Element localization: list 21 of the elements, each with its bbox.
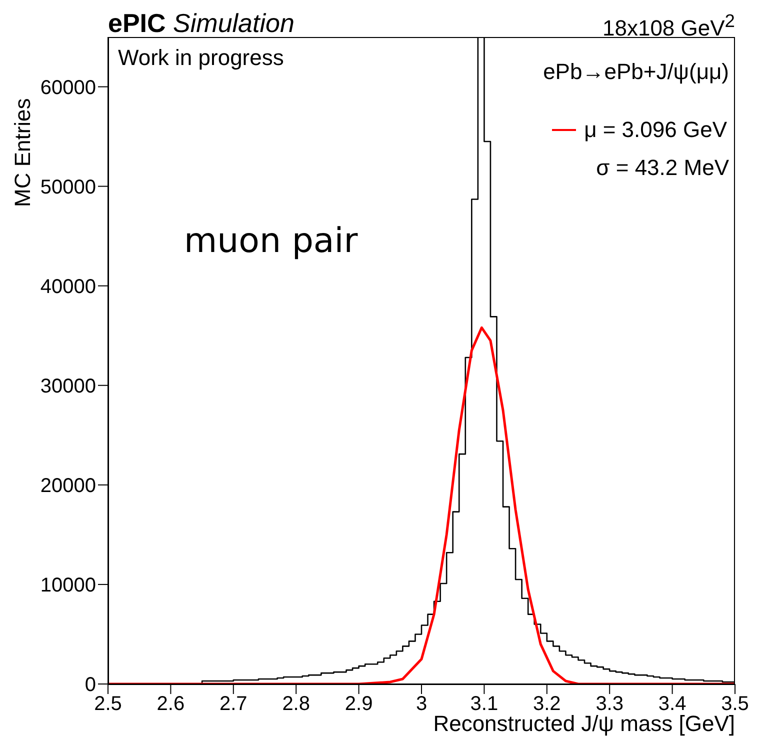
legend-label: μ = 3.096 GeV: [584, 117, 727, 143]
x-tick-label: 2.5: [94, 693, 122, 716]
y-tick-label: 10000: [40, 574, 96, 597]
chart-title: ePIC Simulation: [108, 8, 294, 38]
y-axis-title: MC Entries: [10, 98, 36, 207]
y-tick-label: 20000: [40, 475, 96, 498]
x-tick-label: 2.9: [344, 693, 373, 716]
y-tick-label: 40000: [40, 276, 96, 298]
x-tick-label: 3: [416, 693, 428, 716]
annotation: σ = 43.2 MeV: [596, 155, 729, 181]
annotation: ePb→ePb+J/ψ(μμ): [543, 59, 729, 85]
annotation: Work in progress: [118, 45, 284, 71]
chart-subtitle: 18x108 GeV$^{2}$: [602, 10, 735, 42]
y-tick-label: 60000: [40, 76, 96, 99]
x-tick-label: 2.8: [282, 693, 310, 716]
y-tick-label: 50000: [40, 176, 96, 198]
y-tick-label: 0: [84, 674, 96, 696]
annotation: muon pair: [184, 221, 358, 261]
y-tick-label: 30000: [40, 375, 96, 398]
x-tick-label: 2.6: [156, 693, 185, 716]
x-tick-label: 2.7: [219, 693, 248, 716]
